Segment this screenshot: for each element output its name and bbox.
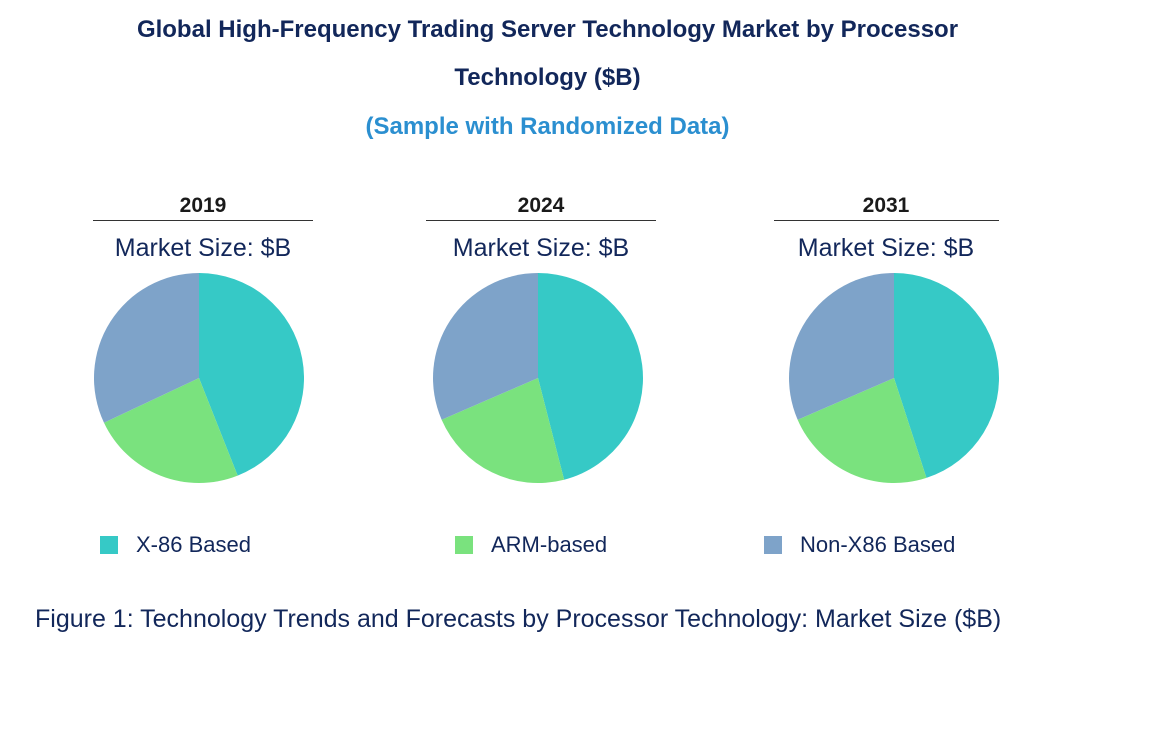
chart-subtitle: (Sample with Randomized Data) (365, 113, 730, 140)
legend-swatch-non-x86 (764, 536, 782, 554)
pie-slice-non-x86 (93, 273, 199, 423)
year-label: 2019 (179, 194, 227, 217)
pie-slice-arm (797, 378, 927, 483)
pie-2031 (789, 273, 1000, 483)
pie-slice-arm (103, 378, 238, 484)
legend-label-arm: ARM-based (491, 532, 608, 557)
pie-slice-arm (441, 378, 565, 483)
pie-slice-x86 (894, 273, 1000, 478)
chart-title-line-2: Technology ($B) (454, 64, 641, 91)
year-label: 2024 (517, 194, 565, 217)
pie-2024 (433, 273, 643, 483)
market-size-label: Market Size: $B (114, 234, 292, 262)
legend-swatch-arm (455, 536, 473, 554)
year-underline (774, 220, 999, 221)
year-underline (426, 220, 656, 221)
figure-caption: Figure 1: Technology Trends and Forecast… (35, 605, 1002, 633)
legend-label-non-x86: Non-X86 Based (800, 532, 956, 557)
pie-slice-non-x86 (789, 273, 894, 420)
legend-item-x86: X-86 Based (100, 532, 251, 558)
market-size-label: Market Size: $B (452, 234, 630, 262)
pie-2019 (93, 273, 305, 484)
legend-item-non-x86: Non-X86 Based (764, 532, 955, 558)
legend-swatch-x86 (100, 536, 118, 554)
chart-title-line-1: Global High-Frequency Trading Server Tec… (136, 16, 959, 43)
pie-slice-non-x86 (433, 273, 538, 420)
legend-item-arm: ARM-based (455, 532, 607, 558)
legend-label-x86: X-86 Based (136, 532, 251, 557)
pie-slice-x86 (538, 273, 643, 480)
year-label: 2031 (862, 194, 910, 217)
year-underline (93, 220, 313, 221)
pie-slice-x86 (199, 273, 305, 476)
market-size-label: Market Size: $B (797, 234, 975, 262)
